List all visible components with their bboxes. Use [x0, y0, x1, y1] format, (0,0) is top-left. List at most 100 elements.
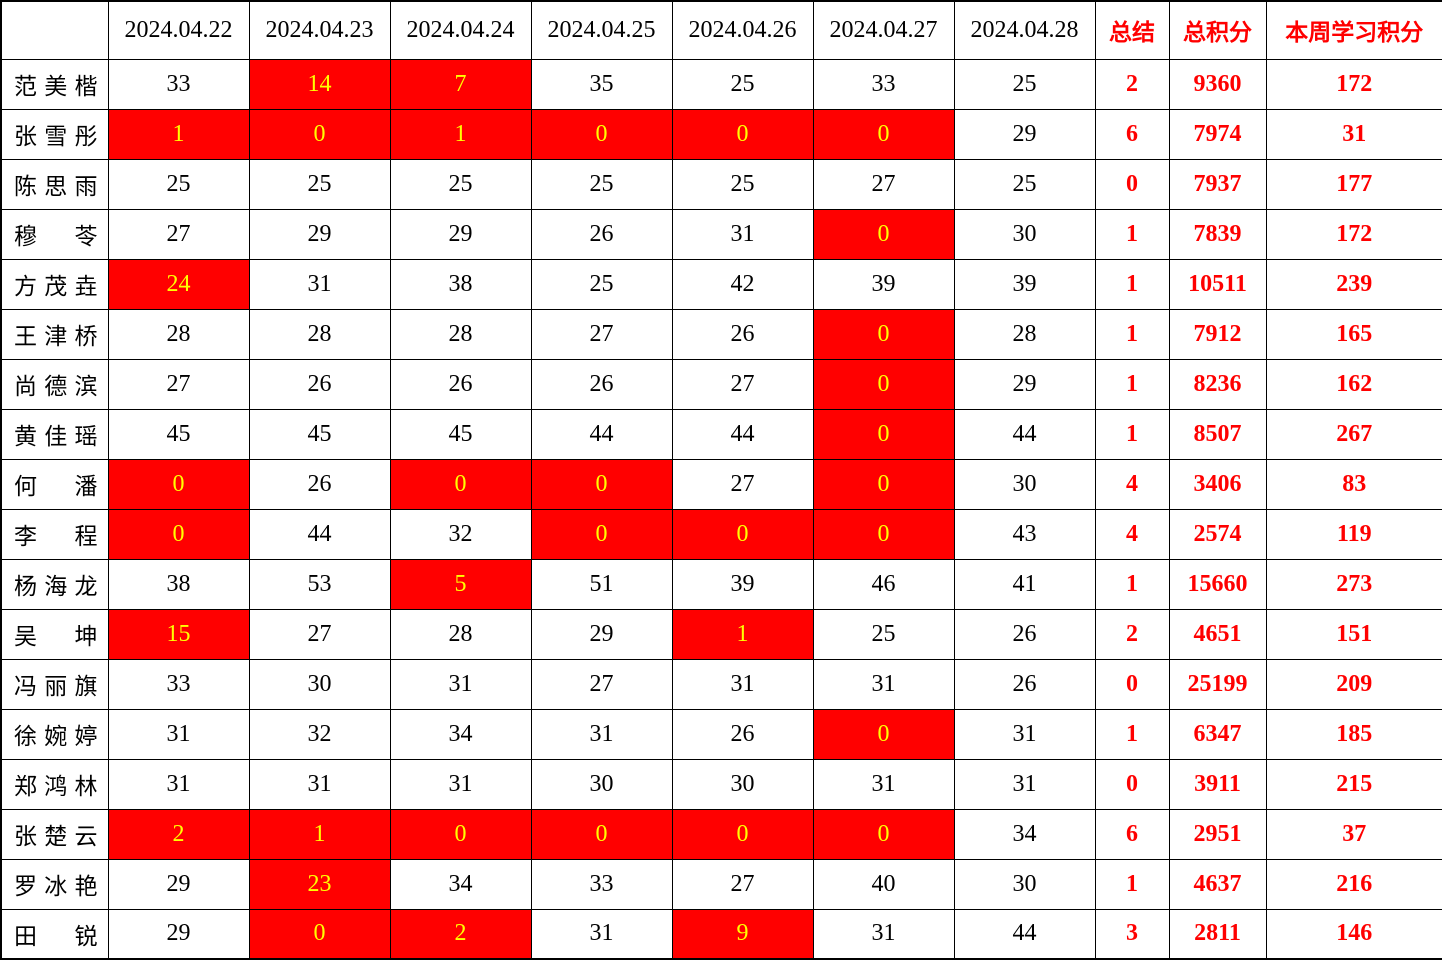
day-score-cell[interactable]: 25 [530, 258, 673, 310]
day-score-cell[interactable]: 31 [389, 758, 532, 810]
day-score-cell[interactable]: 0 [671, 508, 814, 560]
summary-cell[interactable]: 1 [1094, 358, 1170, 410]
day-score-cell[interactable]: 25 [812, 608, 955, 660]
day-score-cell[interactable]: 28 [953, 308, 1096, 360]
summary-cell[interactable]: 1 [1094, 308, 1170, 360]
summary-cell[interactable]: 2 [1094, 608, 1170, 660]
day-score-cell[interactable]: 39 [812, 258, 955, 310]
student-name-cell[interactable]: 张雪彤 [0, 108, 109, 160]
day-score-cell[interactable]: 29 [530, 608, 673, 660]
day-score-cell[interactable]: 1 [107, 108, 250, 160]
day-score-cell[interactable]: 33 [107, 58, 250, 110]
day-score-cell[interactable]: 0 [812, 108, 955, 160]
day-score-cell[interactable]: 25 [389, 158, 532, 210]
summary-cell[interactable]: 3 [1094, 908, 1170, 960]
day-score-cell[interactable]: 0 [812, 358, 955, 410]
day-score-cell[interactable]: 0 [530, 108, 673, 160]
day-score-cell[interactable]: 31 [812, 758, 955, 810]
student-name-cell[interactable]: 杨海龙 [0, 558, 109, 610]
day-score-cell[interactable]: 0 [530, 458, 673, 510]
day-score-cell[interactable]: 2 [389, 908, 532, 960]
day-score-cell[interactable]: 25 [953, 58, 1096, 110]
day-score-cell[interactable]: 53 [248, 558, 391, 610]
total-points-cell[interactable]: 2811 [1168, 908, 1267, 960]
day-score-cell[interactable]: 30 [953, 208, 1096, 260]
day-score-cell[interactable]: 25 [107, 158, 250, 210]
day-score-cell[interactable]: 0 [389, 808, 532, 860]
student-name-cell[interactable]: 吴坤 [0, 608, 109, 660]
day-score-cell[interactable]: 33 [107, 658, 250, 710]
student-name-cell[interactable]: 郑鸿林 [0, 758, 109, 810]
day-score-cell[interactable]: 27 [812, 158, 955, 210]
total-points-cell[interactable]: 3911 [1168, 758, 1267, 810]
day-score-cell[interactable]: 23 [248, 858, 391, 910]
day-score-cell[interactable]: 33 [812, 58, 955, 110]
total-points-cell[interactable]: 3406 [1168, 458, 1267, 510]
day-score-cell[interactable]: 34 [389, 708, 532, 760]
day-score-cell[interactable]: 31 [107, 758, 250, 810]
day-score-cell[interactable]: 25 [530, 158, 673, 210]
day-score-cell[interactable]: 45 [389, 408, 532, 460]
day-score-cell[interactable]: 0 [248, 908, 391, 960]
day-score-cell[interactable]: 26 [530, 358, 673, 410]
week-points-cell[interactable]: 172 [1265, 58, 1442, 110]
day-score-cell[interactable]: 25 [248, 158, 391, 210]
day-score-cell[interactable]: 31 [671, 658, 814, 710]
student-name-cell[interactable]: 陈思雨 [0, 158, 109, 210]
total-points-cell[interactable]: 7937 [1168, 158, 1267, 210]
total-points-cell[interactable]: 9360 [1168, 58, 1267, 110]
day-score-cell[interactable]: 1 [248, 808, 391, 860]
day-score-cell[interactable]: 27 [671, 858, 814, 910]
day-score-cell[interactable]: 26 [671, 308, 814, 360]
total-points-cell[interactable]: 7912 [1168, 308, 1267, 360]
day-score-cell[interactable]: 0 [107, 508, 250, 560]
day-score-cell[interactable]: 31 [953, 758, 1096, 810]
column-header-summary[interactable]: 总结 [1094, 0, 1170, 60]
student-name-cell[interactable]: 方茂垚 [0, 258, 109, 310]
day-score-cell[interactable]: 31 [812, 908, 955, 960]
day-score-cell[interactable]: 39 [671, 558, 814, 610]
day-score-cell[interactable]: 0 [812, 458, 955, 510]
day-score-cell[interactable]: 34 [953, 808, 1096, 860]
day-score-cell[interactable]: 31 [107, 708, 250, 760]
day-score-cell[interactable]: 0 [671, 808, 814, 860]
summary-cell[interactable]: 1 [1094, 408, 1170, 460]
day-score-cell[interactable]: 31 [953, 708, 1096, 760]
total-points-cell[interactable]: 8507 [1168, 408, 1267, 460]
day-score-cell[interactable]: 0 [812, 808, 955, 860]
day-score-cell[interactable]: 14 [248, 58, 391, 110]
day-score-cell[interactable]: 29 [953, 108, 1096, 160]
summary-cell[interactable]: 0 [1094, 658, 1170, 710]
column-header-date[interactable]: 2024.04.22 [107, 0, 250, 60]
day-score-cell[interactable]: 27 [248, 608, 391, 660]
day-score-cell[interactable]: 29 [107, 858, 250, 910]
day-score-cell[interactable]: 45 [248, 408, 391, 460]
day-score-cell[interactable]: 27 [671, 458, 814, 510]
day-score-cell[interactable]: 0 [530, 808, 673, 860]
total-points-cell[interactable]: 8236 [1168, 358, 1267, 410]
total-points-cell[interactable]: 10511 [1168, 258, 1267, 310]
summary-cell[interactable]: 1 [1094, 858, 1170, 910]
week-points-cell[interactable]: 215 [1265, 758, 1442, 810]
day-score-cell[interactable]: 31 [671, 208, 814, 260]
day-score-cell[interactable]: 44 [953, 908, 1096, 960]
summary-cell[interactable]: 1 [1094, 258, 1170, 310]
summary-cell[interactable]: 1 [1094, 708, 1170, 760]
day-score-cell[interactable]: 38 [389, 258, 532, 310]
student-name-cell[interactable]: 黄佳瑶 [0, 408, 109, 460]
day-score-cell[interactable]: 31 [389, 658, 532, 710]
week-points-cell[interactable]: 119 [1265, 508, 1442, 560]
week-points-cell[interactable]: 185 [1265, 708, 1442, 760]
day-score-cell[interactable]: 32 [248, 708, 391, 760]
week-points-cell[interactable]: 216 [1265, 858, 1442, 910]
summary-cell[interactable]: 2 [1094, 58, 1170, 110]
day-score-cell[interactable]: 28 [248, 308, 391, 360]
day-score-cell[interactable]: 41 [953, 558, 1096, 610]
student-name-cell[interactable]: 田锐 [0, 908, 109, 960]
day-score-cell[interactable]: 39 [953, 258, 1096, 310]
day-score-cell[interactable]: 42 [671, 258, 814, 310]
day-score-cell[interactable]: 26 [671, 708, 814, 760]
day-score-cell[interactable]: 0 [248, 108, 391, 160]
column-header-date[interactable]: 2024.04.24 [389, 0, 532, 60]
column-header-date[interactable]: 2024.04.27 [812, 0, 955, 60]
